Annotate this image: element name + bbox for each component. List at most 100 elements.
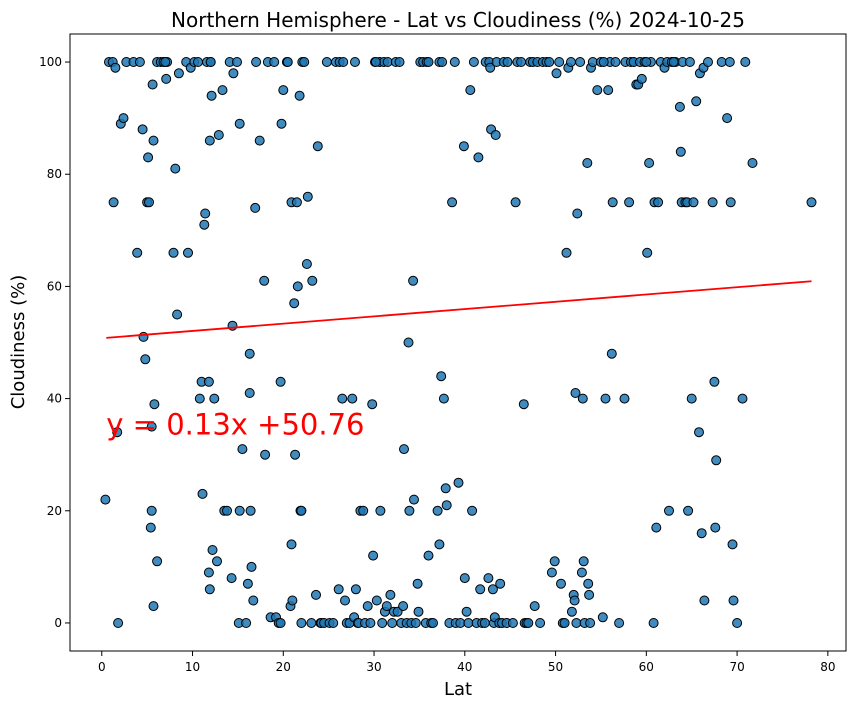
data-point xyxy=(241,618,252,628)
data-point xyxy=(510,197,521,208)
data-point xyxy=(607,197,618,208)
data-point xyxy=(724,57,735,67)
x-tick-label: 20 xyxy=(276,660,291,674)
data-point xyxy=(432,505,443,516)
data-point xyxy=(463,618,474,628)
data-point xyxy=(447,197,458,208)
data-point xyxy=(576,567,587,578)
data-point xyxy=(727,539,738,550)
data-point xyxy=(423,57,434,67)
data-point xyxy=(368,550,379,561)
data-point xyxy=(732,618,743,628)
data-point xyxy=(148,601,159,612)
x-axis-ticks: 0 10 20 30 40 50 60 70 80 xyxy=(98,651,835,674)
data-point xyxy=(516,57,527,67)
data-point xyxy=(495,578,506,589)
data-point xyxy=(132,247,143,258)
data-point xyxy=(246,561,257,572)
data-point xyxy=(112,427,123,438)
data-point xyxy=(137,124,148,135)
data-point xyxy=(302,191,313,202)
data-point xyxy=(203,376,214,387)
data-point xyxy=(404,505,415,516)
data-point xyxy=(440,483,451,494)
data-point xyxy=(413,606,424,617)
data-point xyxy=(570,388,581,398)
data-point xyxy=(479,618,490,628)
data-point xyxy=(377,618,388,628)
data-point xyxy=(385,589,396,600)
data-point xyxy=(321,57,332,67)
data-point xyxy=(340,595,350,606)
regression-equation-annotation: y = 0.13x +50.76 xyxy=(106,408,364,442)
y-tick-label: 40 xyxy=(47,392,62,406)
data-point xyxy=(143,152,154,163)
data-point xyxy=(234,118,245,129)
data-point xyxy=(299,57,310,67)
data-point xyxy=(367,399,378,410)
chart-title: Northern Hemisphere - Lat vs Cloudiness … xyxy=(171,8,745,32)
data-point xyxy=(641,57,652,67)
data-point xyxy=(222,505,232,516)
x-tick-label: 80 xyxy=(820,660,835,674)
data-point xyxy=(644,158,655,168)
data-point xyxy=(572,208,583,219)
data-point xyxy=(204,135,215,146)
data-point xyxy=(209,393,220,404)
data-point xyxy=(197,488,208,499)
data-point xyxy=(806,197,817,208)
data-point xyxy=(168,247,179,258)
data-point xyxy=(691,96,702,107)
data-point xyxy=(653,197,664,208)
data-point xyxy=(410,618,421,628)
data-point xyxy=(183,247,193,258)
data-point xyxy=(642,247,653,258)
data-point xyxy=(556,578,566,589)
data-point xyxy=(728,595,739,606)
data-point xyxy=(703,57,713,67)
data-point xyxy=(694,427,704,438)
data-point xyxy=(465,85,476,96)
data-point xyxy=(624,197,635,208)
data-point xyxy=(350,57,360,67)
data-point xyxy=(328,618,339,628)
data-point xyxy=(709,376,720,387)
y-tick-label: 100 xyxy=(39,55,62,69)
data-point xyxy=(306,618,317,628)
data-point xyxy=(561,247,572,258)
data-point xyxy=(453,477,464,488)
data-point xyxy=(636,73,647,84)
data-point xyxy=(619,393,630,404)
data-point xyxy=(485,62,496,73)
data-point xyxy=(696,528,707,539)
data-point xyxy=(394,57,405,67)
data-point xyxy=(559,618,570,628)
data-point xyxy=(375,505,386,516)
data-point xyxy=(289,298,300,309)
data-point xyxy=(428,618,438,628)
data-point xyxy=(234,505,245,516)
data-point xyxy=(518,399,529,410)
data-point xyxy=(597,612,608,623)
data-point xyxy=(381,601,392,612)
data-point xyxy=(140,354,151,365)
axes-frame xyxy=(69,33,847,652)
data-point xyxy=(206,90,217,101)
x-tick-label: 50 xyxy=(548,660,563,674)
x-tick-label: 30 xyxy=(366,660,381,674)
data-point xyxy=(686,393,697,404)
data-point xyxy=(399,444,409,455)
data-point xyxy=(459,573,470,584)
data-point xyxy=(172,309,183,320)
data-point xyxy=(575,57,586,67)
data-point xyxy=(651,522,662,533)
data-point xyxy=(337,393,348,404)
y-tick-label: 60 xyxy=(47,279,62,293)
data-point xyxy=(118,113,129,124)
x-tick-label: 70 xyxy=(729,660,744,674)
data-point xyxy=(213,130,224,140)
data-point xyxy=(145,522,156,533)
data-point xyxy=(600,393,611,404)
y-axis-label: Cloudiness (%) xyxy=(8,275,29,410)
